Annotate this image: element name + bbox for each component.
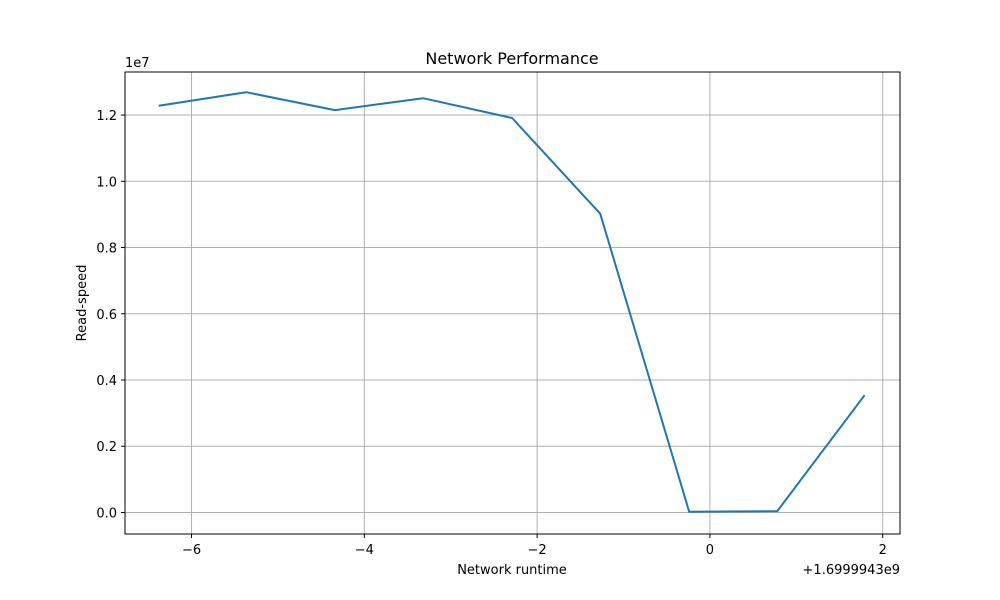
y-tick-label: 0.4 bbox=[96, 374, 117, 389]
y-tick-label: 1.2 bbox=[96, 109, 117, 124]
x-tick-label: 2 bbox=[879, 543, 887, 558]
y-tick-label: 0.6 bbox=[96, 308, 117, 323]
data-point bbox=[422, 97, 424, 99]
ticks: −6 −4 −2 0 2 0.0 0.2 0.4 0.6 0.8 1.0 1.2 bbox=[96, 109, 887, 558]
y-tick-label: 1.0 bbox=[96, 175, 117, 190]
x-tick-label: −2 bbox=[528, 543, 547, 558]
data-point bbox=[334, 109, 336, 111]
chart-title: Network Performance bbox=[425, 49, 598, 68]
x-tick-label: −4 bbox=[355, 543, 374, 558]
x-offset-label: +1.6999943e9 bbox=[803, 563, 900, 578]
data-point bbox=[688, 511, 690, 513]
data-point bbox=[864, 394, 866, 396]
data-point bbox=[599, 213, 601, 215]
y-scale-label: 1e7 bbox=[125, 56, 150, 71]
y-tick-label: 0.2 bbox=[96, 440, 117, 455]
y-tick-label: 0.8 bbox=[96, 242, 117, 257]
grid bbox=[125, 72, 900, 534]
series-line bbox=[158, 91, 866, 513]
data-point bbox=[158, 105, 160, 107]
y-tick-label: 0.0 bbox=[96, 506, 117, 521]
y-axis-label: Read-speed bbox=[75, 265, 90, 342]
data-point bbox=[776, 510, 778, 512]
data-point bbox=[245, 91, 247, 93]
x-tick-label: −6 bbox=[182, 543, 201, 558]
plot-frame bbox=[124, 71, 901, 535]
data-point bbox=[511, 117, 513, 119]
x-axis-label: Network runtime bbox=[457, 563, 567, 578]
series-layer bbox=[158, 91, 866, 513]
x-tick-label: 0 bbox=[706, 543, 714, 558]
